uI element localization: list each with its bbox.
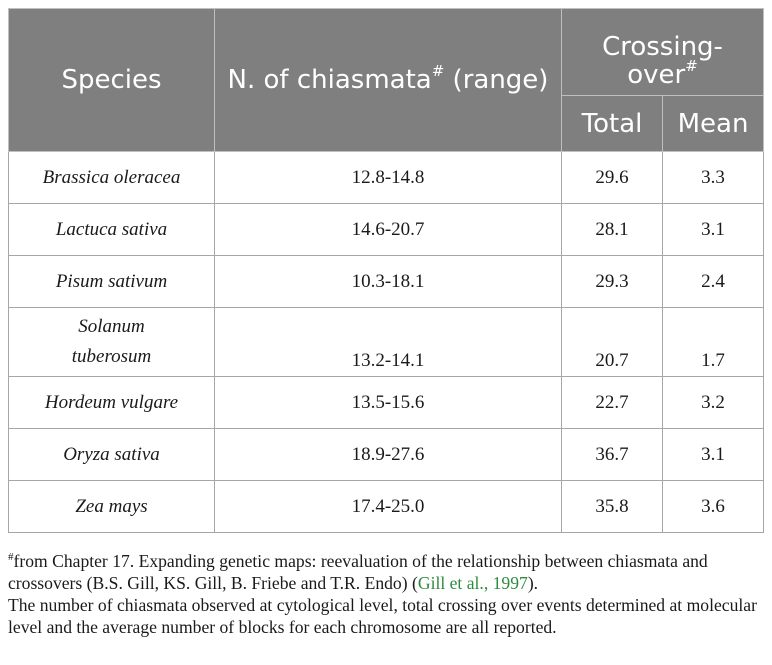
data-table: Species N. of chiasmata# (range) Crossin… — [8, 8, 765, 533]
header-mean: Mean — [661, 95, 765, 152]
mean-cell: 3.2 — [661, 376, 765, 429]
total-cell: 36.7 — [561, 428, 663, 481]
species-cell: Lactuca sativa — [8, 203, 215, 256]
footnote-text: from Chapter 17. Expanding genetic maps:… — [8, 551, 708, 593]
table-row: Brassica oleracea 12.8-14.8 29.6 3.3 — [8, 151, 765, 204]
mean-cell: 3.1 — [661, 428, 765, 481]
header-chiasmata-label: N. of chiasmata — [227, 65, 432, 95]
table-row: Solanum tuberosum 13.2-14.1 20.7 1.7 — [8, 307, 765, 377]
range-cell: 13.5-15.6 — [214, 376, 562, 429]
footnote-text-end: ). — [527, 573, 539, 593]
table-row: Hordeum vulgare 13.5-15.6 22.7 3.2 — [8, 376, 765, 429]
total-cell: 29.6 — [561, 151, 663, 204]
header-chiasmata: N. of chiasmata# (range) — [214, 8, 562, 152]
species-line2: tuberosum — [71, 346, 152, 367]
total-cell: 35.8 — [561, 480, 663, 533]
table-row: Pisum sativum 10.3-18.1 29.3 2.4 — [8, 255, 765, 308]
range-cell: 10.3-18.1 — [214, 255, 562, 308]
range-cell: 17.4-25.0 — [214, 480, 562, 533]
mean-cell: 3.1 — [661, 203, 765, 256]
footnote-mark: # — [8, 551, 14, 564]
mean-cell: 2.4 — [661, 255, 765, 308]
species-cell: Oryza sativa — [8, 428, 215, 481]
header-crossing-line1: Crossing- — [602, 32, 723, 62]
total-cell: 28.1 — [561, 203, 663, 256]
table-row: Oryza sativa 18.9-27.6 36.7 3.1 — [8, 428, 765, 481]
range-cell: 18.9-27.6 — [214, 428, 562, 481]
range-cell: 12.8-14.8 — [214, 151, 562, 204]
species-cell: Pisum sativum — [8, 255, 215, 308]
species-cell: Solanum tuberosum — [8, 307, 215, 377]
footnote-description: The number of chiasmata observed at cyto… — [8, 595, 757, 637]
species-cell: Brassica oleracea — [8, 151, 215, 204]
total-cell: 29.3 — [561, 255, 663, 308]
header-crossing-over: Crossing- over# — [560, 8, 765, 96]
table-row: Lactuca sativa 14.6-20.7 28.1 3.1 — [8, 203, 765, 256]
header-crossing-mark: # — [685, 57, 698, 76]
table-row: Zea mays 17.4-25.0 35.8 3.6 — [8, 480, 765, 533]
total-cell: 20.7 — [561, 307, 663, 377]
range-cell: 14.6-20.7 — [214, 203, 562, 256]
header-total: Total — [561, 95, 663, 152]
species-line1: Solanum — [78, 316, 145, 337]
header-chiasmata-mark: # — [431, 62, 445, 81]
mean-cell: 1.7 — [661, 307, 765, 377]
range-cell: 13.2-14.1 — [214, 307, 562, 377]
header-crossing-line2: over — [627, 60, 686, 90]
species-cell: Zea mays — [8, 480, 215, 533]
header-species: Species — [8, 8, 215, 152]
table-footnotes: #from Chapter 17. Expanding genetic maps… — [8, 550, 765, 638]
header-chiasmata-range: (range) — [444, 65, 549, 95]
species-cell: Hordeum vulgare — [8, 376, 215, 429]
mean-cell: 3.3 — [661, 151, 765, 204]
footnote-source: #from Chapter 17. Expanding genetic maps… — [8, 550, 765, 594]
citation-link[interactable]: Gill et al., 1997 — [417, 573, 528, 593]
total-cell: 22.7 — [561, 376, 663, 429]
mean-cell: 3.6 — [661, 480, 765, 533]
